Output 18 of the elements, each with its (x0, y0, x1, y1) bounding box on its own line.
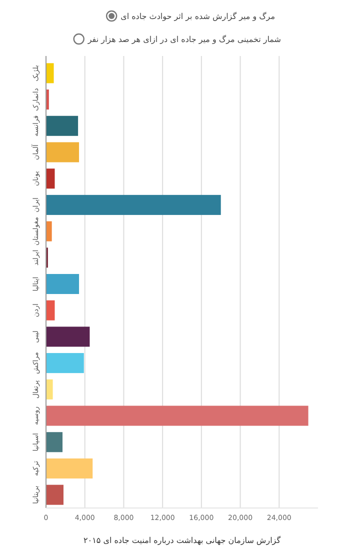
text: مرگ و میر گزارش شده بر اثر حوادث جاده ای (120, 11, 275, 21)
bar (46, 63, 54, 84)
bar (46, 432, 63, 452)
bar (46, 116, 78, 136)
bar (46, 142, 80, 162)
bar (46, 274, 80, 294)
bar (46, 406, 308, 426)
bar (46, 379, 53, 400)
bar (46, 458, 93, 478)
x-axis-title: گزارش سازمان جهانی بهداشت درباره امنیت جاده ای ۲۰۱۵ (83, 535, 281, 545)
bar (46, 221, 52, 242)
bar (46, 353, 84, 374)
text: شمار تخمینی مرگ و میر جاده ای در ازای هر صد هزار نفر (86, 34, 282, 44)
bar (46, 300, 55, 320)
bar (46, 168, 55, 189)
bar (46, 194, 221, 215)
bar (46, 484, 64, 505)
bar (46, 326, 90, 347)
